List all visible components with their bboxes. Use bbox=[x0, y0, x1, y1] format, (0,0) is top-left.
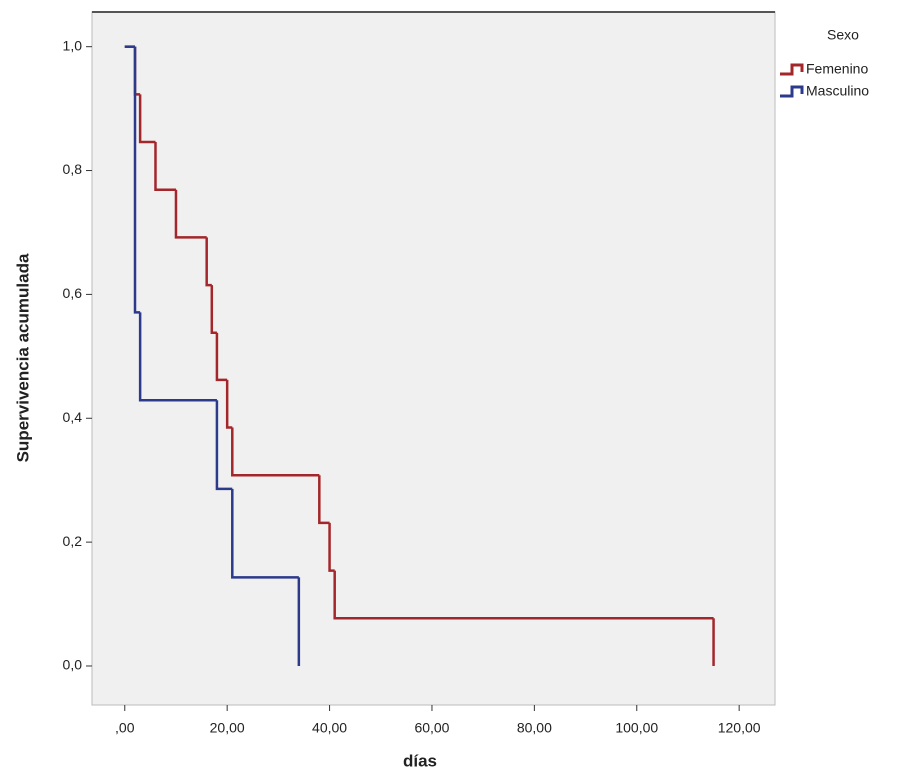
x-tick-label: 40,00 bbox=[312, 720, 347, 736]
x-tick-label: 80,00 bbox=[517, 720, 552, 736]
y-tick-label: 0,6 bbox=[63, 285, 83, 301]
chart: días Supervivencia acumulada Sexo 0,0 0,2… bbox=[0, 0, 914, 775]
y-tick-label: 0,2 bbox=[63, 533, 83, 549]
legend-label: Femenino bbox=[806, 61, 868, 77]
x-tick-label: ,00 bbox=[115, 720, 135, 736]
x-tick-label: 20,00 bbox=[210, 720, 245, 736]
y-axis-title: Supervivencia acumulada bbox=[13, 253, 32, 462]
legend-title: Sexo bbox=[827, 27, 859, 43]
y-tick-label: 0,0 bbox=[63, 657, 83, 673]
plot-area bbox=[92, 12, 775, 705]
y-tick-label: 1,0 bbox=[63, 37, 83, 53]
x-tick-label: 100,00 bbox=[615, 720, 658, 736]
legend-label: Masculino bbox=[806, 83, 869, 99]
x-tick-label: 120,00 bbox=[718, 720, 761, 736]
x-tick-label: 60,00 bbox=[414, 720, 449, 736]
x-axis-title: días bbox=[403, 751, 437, 770]
legend-swatch bbox=[780, 65, 802, 74]
y-tick-label: 0,8 bbox=[63, 161, 83, 177]
legend-swatch bbox=[780, 87, 802, 96]
y-tick-label: 0,4 bbox=[63, 409, 83, 425]
